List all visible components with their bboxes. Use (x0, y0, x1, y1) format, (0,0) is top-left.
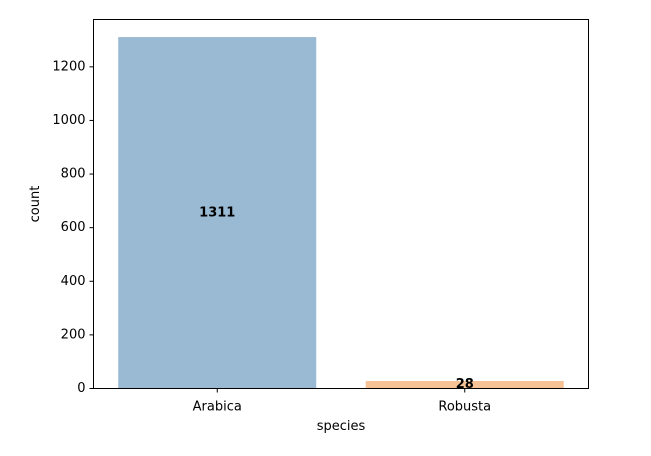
x-axis-label: species (317, 419, 366, 434)
data-label-robusta: 28 (456, 377, 474, 392)
x-axis: Arabica Robusta (193, 388, 491, 415)
bar-arabica (118, 37, 317, 389)
y-tick-label: 400 (61, 274, 86, 289)
y-tick-label: 0 (77, 381, 85, 396)
y-tick-label: 800 (61, 167, 86, 182)
y-tick-label: 600 (61, 220, 86, 235)
bar-robusta (365, 380, 564, 389)
x-tick-label: Robusta (438, 400, 491, 415)
y-axis-label: count (28, 186, 43, 223)
data-label-arabica: 1311 (199, 205, 235, 220)
x-tick-label: Arabica (193, 400, 242, 415)
bars-group (118, 37, 564, 389)
y-tick-label: 1000 (52, 113, 85, 128)
plot-frame (93, 19, 589, 389)
y-tick-label: 200 (61, 327, 86, 342)
y-axis: 0 200 400 600 800 1000 1200 (52, 59, 94, 396)
y-tick-label: 1200 (52, 59, 85, 74)
